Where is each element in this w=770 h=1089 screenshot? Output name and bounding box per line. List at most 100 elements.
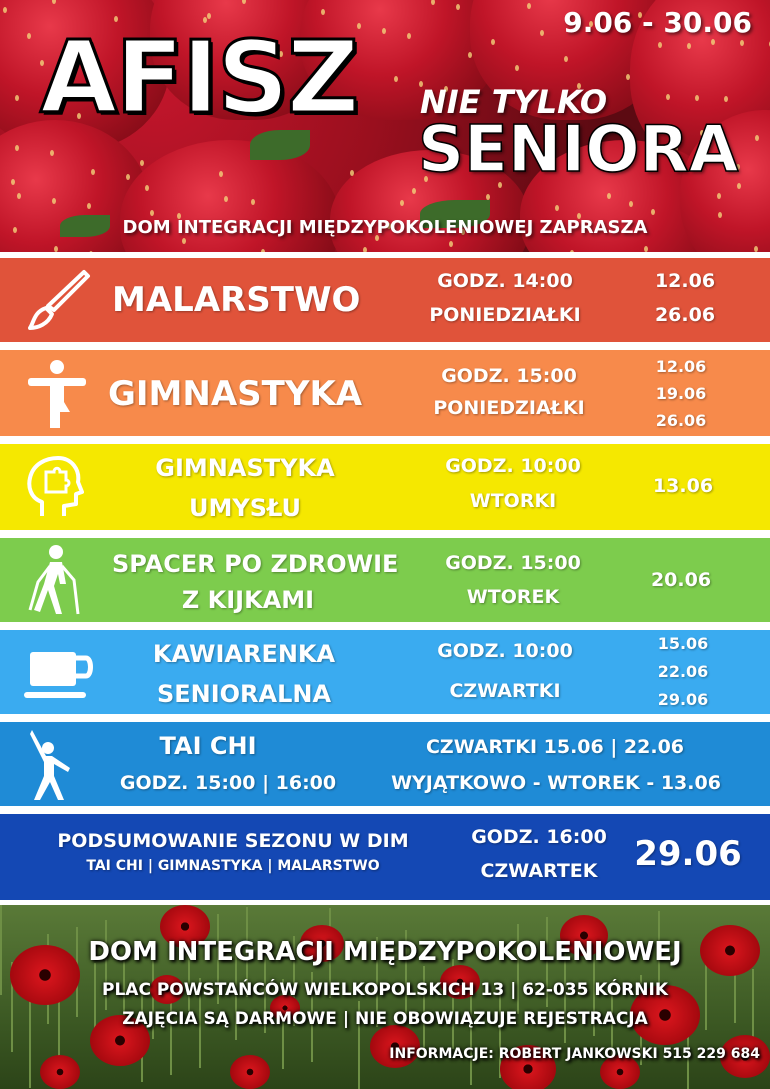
strawberry-seed — [419, 81, 423, 87]
grass-stem — [593, 946, 595, 1036]
poppy-flower — [230, 1055, 270, 1089]
grass-stem — [199, 978, 201, 1068]
grass-stem — [282, 979, 284, 1069]
row-kawiarenka-senioralna: KAWIARENKA SENIORALNA GODZ. 10:00 CZWART… — [0, 630, 770, 714]
strawberry-seed — [52, 0, 56, 4]
strawberry-seed — [203, 17, 207, 23]
header-strawberry-banner: 9.06 - 30.06 AFISZ NIE TYLKO SENIORA DOM… — [0, 0, 770, 252]
strawberry-seed — [54, 246, 58, 252]
strawberry-seed — [607, 193, 611, 199]
activity-days: PONIEDZIAŁKI — [429, 304, 581, 326]
activity-name: UMYSŁU — [188, 494, 302, 522]
grass-stem — [188, 921, 190, 1011]
poppy-flower — [600, 1055, 640, 1089]
grass-stem — [687, 1004, 689, 1089]
strawberry-seed — [15, 95, 19, 101]
strawberry-seed — [577, 213, 581, 219]
contact-info: INFORMACJE: ROBERT JANKOWSKI 515 229 684 — [389, 1046, 760, 1062]
strawberry-seed — [256, 224, 260, 230]
summary-subtitle: TAI CHI | GIMNASTYKA | MALARSTWO — [86, 858, 380, 874]
strawberry-seed — [387, 223, 391, 229]
grass-stem — [311, 972, 313, 1062]
activity-days: WTORKI — [469, 490, 557, 512]
strawberry-seed — [724, 96, 728, 102]
activity-name: MALARSTWO — [112, 280, 361, 320]
grass-stem — [546, 917, 548, 1007]
strawberry-seed — [491, 39, 495, 45]
strawberry-seed — [242, 0, 246, 4]
row-tai-chi: TAI CHI GODZ. 15:00 | 16:00 CZWARTKI 15.… — [0, 722, 770, 806]
grass-stem — [105, 920, 107, 1010]
strawberry-seed — [89, 51, 93, 57]
strawberry-seed — [126, 104, 130, 110]
activity-date: 20.06 — [650, 569, 712, 591]
poppy-flower — [440, 965, 480, 999]
activity-name: GIMNASTYKA — [108, 374, 363, 414]
grass-stem — [517, 924, 519, 1014]
activity-name: GIMNASTYKA — [155, 454, 335, 482]
activity-name: TAI CHI — [159, 732, 257, 760]
poppy-flower — [720, 1035, 770, 1078]
activity-name: SENIORALNA — [156, 680, 332, 708]
grass-stem — [94, 963, 96, 1053]
activity-time: GODZ. 14:00 — [437, 270, 573, 292]
strawberry-seed — [456, 4, 460, 10]
strawberry-shape — [330, 150, 530, 252]
strawberry-seed — [15, 145, 19, 151]
strawberry-seed — [261, 249, 265, 252]
activity-date: 19.06 — [655, 384, 707, 403]
row-malarstwo: MALARSTWO GODZ. 14:00 PONIEDZIAŁKI 12.06… — [0, 258, 770, 342]
strawberry-seed — [638, 12, 642, 18]
strawberry-seed — [695, 95, 699, 101]
row-gimnastyka-umyslu: GIMNASTYKA UMYSŁU GODZ. 10:00 WTORKI 13.… — [0, 444, 770, 530]
activity-days: CZWARTKI — [449, 680, 561, 702]
strawberry-seed — [3, 7, 7, 13]
strawberry-seed — [658, 42, 662, 48]
strawberry-seed — [145, 185, 149, 191]
strawberry-seed — [486, 194, 490, 200]
strawberry-seed — [424, 176, 428, 182]
strawberry-seed — [687, 43, 691, 49]
strawberry-seed — [52, 198, 56, 204]
activity-days: CZWARTEK — [480, 860, 598, 882]
strawberry-seed — [394, 76, 398, 82]
grass-stem — [705, 940, 707, 1030]
strawberry-seed — [251, 199, 255, 205]
free-notice: ZAJĘCIA SĄ DARMOWE | NIE OBOWIĄZUJE REJE… — [122, 1009, 648, 1029]
strawberry-seed — [91, 169, 95, 175]
poppy-flower — [370, 1025, 420, 1068]
activity-date: 12.06 — [655, 357, 707, 376]
strawberry-seed — [629, 201, 633, 207]
strawberry-seed — [279, 51, 283, 57]
strawberry-seed — [407, 33, 411, 39]
strawberry-seed — [333, 57, 337, 63]
strawberry-seed — [540, 160, 544, 166]
strawberry-seed — [444, 86, 448, 92]
poppy-flower — [90, 1015, 150, 1066]
summary-title: PODSUMOWANIE SEZONU W DIM — [57, 830, 409, 852]
strawberry-seed — [700, 130, 704, 136]
address: PLAC POWSTAŃCÓW WIELKOPOLSKICH 13 | 62-0… — [102, 980, 668, 1000]
grass-stem — [452, 959, 454, 1049]
subtitle-big: SENIORA — [417, 113, 739, 187]
strawberry-seed — [205, 85, 209, 91]
grass-stem — [734, 933, 736, 1023]
tai-chi-figure-icon — [30, 730, 70, 800]
strawberry-seed — [400, 200, 404, 206]
strawberry-seed — [431, 0, 435, 5]
grass-stem — [470, 995, 472, 1085]
activity-days: PONIEDZIAŁKI — [433, 397, 585, 419]
strawberry-seed — [515, 65, 519, 71]
grass-stem — [246, 907, 248, 997]
strawberry-seed — [570, 250, 574, 252]
footer-poppy-field: DOM INTEGRACJI MIĘDZYPOKOLENIOWEJ PLAC P… — [0, 905, 770, 1089]
strawberry-seed — [114, 16, 118, 22]
grass-stem — [29, 998, 31, 1088]
strawberry-seed — [224, 196, 228, 202]
strawberry-seed — [27, 33, 31, 39]
row-spacer-po-zdrowie: SPACER PO ZDROWIE Z KIJKAMI GODZ. 15:00 … — [0, 538, 770, 622]
strawberry-seed — [740, 40, 744, 46]
strawberry-seed — [321, 9, 325, 15]
invite-line: DOM INTEGRACJI MIĘDZYPOKOLENIOWEJ ZAPRAS… — [122, 217, 648, 238]
